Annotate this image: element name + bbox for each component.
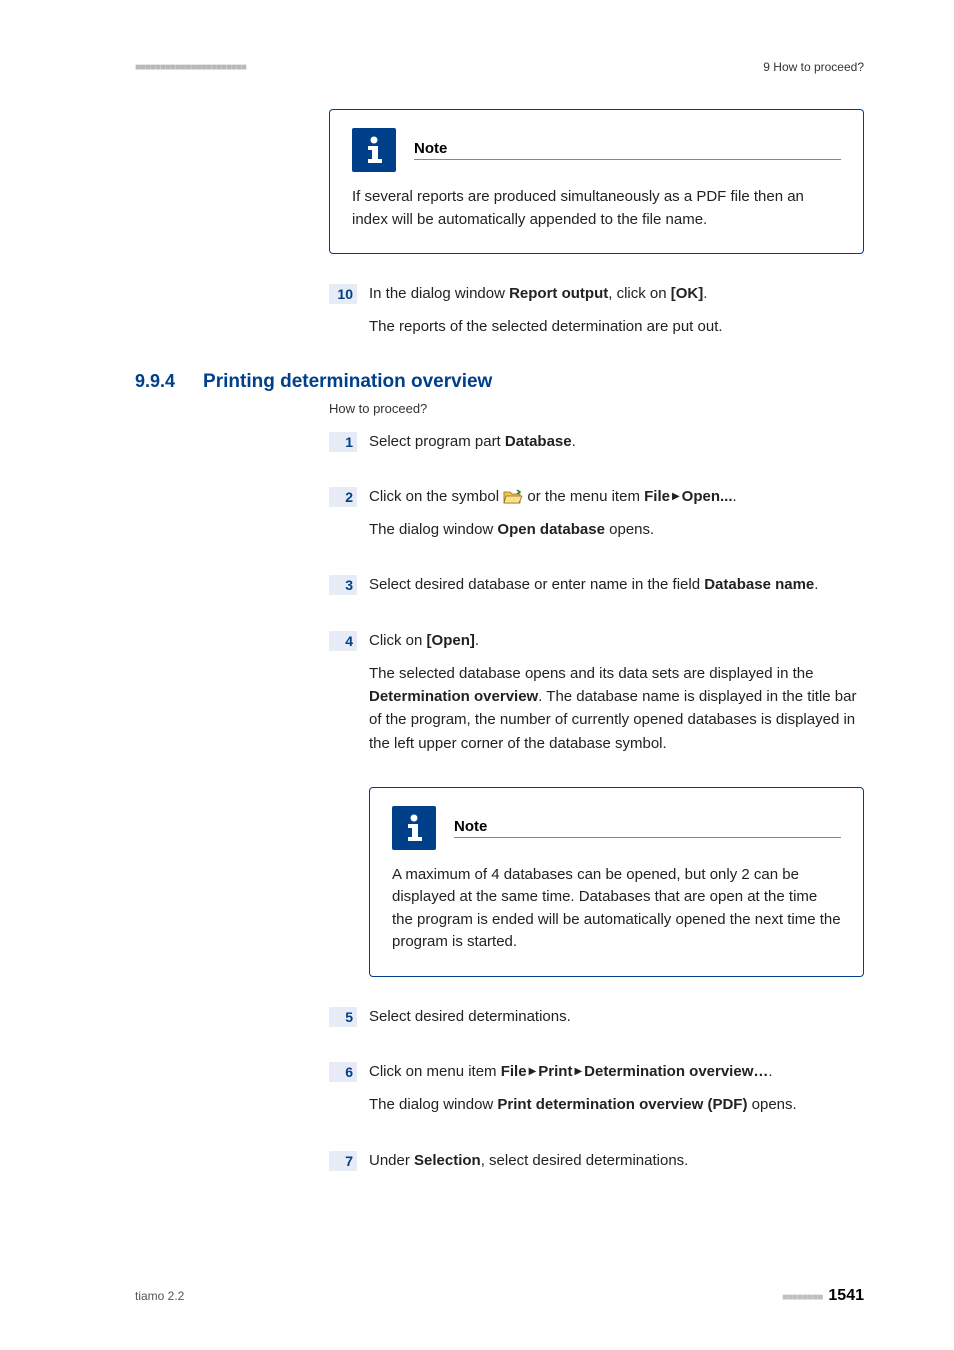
step-body: Select desired database or enter name in… <box>369 573 864 606</box>
note-block-1: Note If several reports are produced sim… <box>329 109 864 254</box>
section-heading: 9.9.4 Printing determination overview <box>135 371 864 393</box>
text: Select desired determinations. <box>369 1005 864 1028</box>
text: , click on <box>608 285 671 302</box>
text: Click on menu item <box>369 1063 501 1080</box>
info-icon <box>352 128 396 172</box>
text: . <box>572 433 576 450</box>
page-header: ■■■■■■■■■■■■■■■■■■■■■■ 9 How to proceed? <box>135 60 864 74</box>
note-body: A maximum of 4 databases can be opened, … <box>392 864 841 954</box>
ui-label: Print determination overview (PDF) <box>497 1096 747 1113</box>
page-number: 1541 <box>828 1287 864 1304</box>
note-body: If several reports are produced simultan… <box>352 186 841 231</box>
note-box: Note If several reports are produced sim… <box>329 109 864 254</box>
text: opens. <box>747 1096 796 1113</box>
button-ref: [OK] <box>671 285 704 302</box>
step-6: 6 Click on menu item File▶Print▶Determin… <box>329 1060 864 1127</box>
step-5: 5 Select desired determinations. <box>329 1005 864 1038</box>
note-header: Note <box>352 128 841 172</box>
step-number: 5 <box>329 1007 357 1027</box>
ui-label: Report output <box>509 285 608 302</box>
page-footer: tiamo 2.2 ■■■■■■■■ 1541 <box>135 1287 864 1305</box>
text: or the menu item <box>527 488 644 505</box>
text: The dialog window <box>369 521 497 538</box>
text: Click on <box>369 632 427 649</box>
text: Under <box>369 1152 414 1169</box>
folder-open-icon <box>503 489 523 505</box>
menu-separator-icon: ▶ <box>572 1066 584 1077</box>
ui-label: Database name <box>704 576 814 593</box>
ui-label: Determination overview <box>369 688 538 705</box>
menu-separator-icon: ▶ <box>527 1066 539 1077</box>
header-section-title: 9 How to proceed? <box>763 60 864 74</box>
note-title: Note <box>454 818 841 838</box>
heading-subtitle: How to proceed? <box>329 401 864 416</box>
step-10: 10 In the dialog window Report output, c… <box>329 282 864 349</box>
menu-separator-icon: ▶ <box>670 491 682 502</box>
step-body: In the dialog window Report output, clic… <box>369 282 864 349</box>
text: The dialog window <box>369 1096 497 1113</box>
info-icon <box>392 806 436 850</box>
step-body: Under Selection, select desired determin… <box>369 1149 864 1182</box>
page: ■■■■■■■■■■■■■■■■■■■■■■ 9 How to proceed?… <box>0 0 954 1350</box>
footer-page-number: ■■■■■■■■ 1541 <box>782 1287 864 1305</box>
step-number: 7 <box>329 1151 357 1171</box>
step-number: 10 <box>329 284 357 304</box>
text: The reports of the selected determinatio… <box>369 315 864 338</box>
text: . <box>703 285 707 302</box>
footer-product: tiamo 2.2 <box>135 1289 184 1303</box>
menu-label: Open... <box>682 488 733 505</box>
step-1: 1 Select program part Database. <box>329 430 864 463</box>
ui-label: Open database <box>497 521 605 538</box>
menu-label: File <box>501 1063 527 1080</box>
ui-label: Selection <box>414 1152 481 1169</box>
menu-label: Print <box>538 1063 572 1080</box>
step-number: 3 <box>329 575 357 595</box>
step-number: 4 <box>329 631 357 651</box>
text: Select desired database or enter name in… <box>369 576 704 593</box>
text: . <box>768 1063 772 1080</box>
menu-label: File <box>644 488 670 505</box>
text: , select desired determinations. <box>481 1152 689 1169</box>
step-number: 2 <box>329 487 357 507</box>
step-body: Click on [Open]. The selected database o… <box>369 629 864 765</box>
step-number: 1 <box>329 432 357 452</box>
heading-number: 9.9.4 <box>135 371 175 392</box>
header-dots: ■■■■■■■■■■■■■■■■■■■■■■ <box>135 62 246 73</box>
step-2: 2 Click on the symbol or the menu item F… <box>329 485 864 552</box>
step-body: Click on menu item File▶Print▶Determinat… <box>369 1060 864 1127</box>
text: . <box>475 632 479 649</box>
ui-label: Database <box>505 433 572 450</box>
note-box: Note A maximum of 4 databases can be ope… <box>369 787 864 977</box>
step-3: 3 Select desired database or enter name … <box>329 573 864 606</box>
step-number: 6 <box>329 1062 357 1082</box>
note-header: Note <box>392 806 841 850</box>
text: The selected database opens and its data… <box>369 665 813 682</box>
text: Click on the symbol <box>369 488 503 505</box>
step-body: Select desired determinations. <box>369 1005 864 1038</box>
step-7: 7 Under Selection, select desired determ… <box>329 1149 864 1182</box>
step-body: Select program part Database. <box>369 430 864 463</box>
heading-title: Printing determination overview <box>203 371 492 393</box>
note-title: Note <box>414 140 841 160</box>
text: . <box>814 576 818 593</box>
button-ref: [Open] <box>427 632 475 649</box>
text: opens. <box>605 521 654 538</box>
note-block-2: Note A maximum of 4 databases can be ope… <box>329 787 864 977</box>
step-body: Click on the symbol or the menu item Fil… <box>369 485 864 552</box>
text: . <box>733 488 737 505</box>
menu-label: Determination overview… <box>584 1063 768 1080</box>
text: Select program part <box>369 433 505 450</box>
footer-dots: ■■■■■■■■ <box>782 1292 822 1303</box>
text: In the dialog window <box>369 285 509 302</box>
step-4: 4 Click on [Open]. The selected database… <box>329 629 864 765</box>
